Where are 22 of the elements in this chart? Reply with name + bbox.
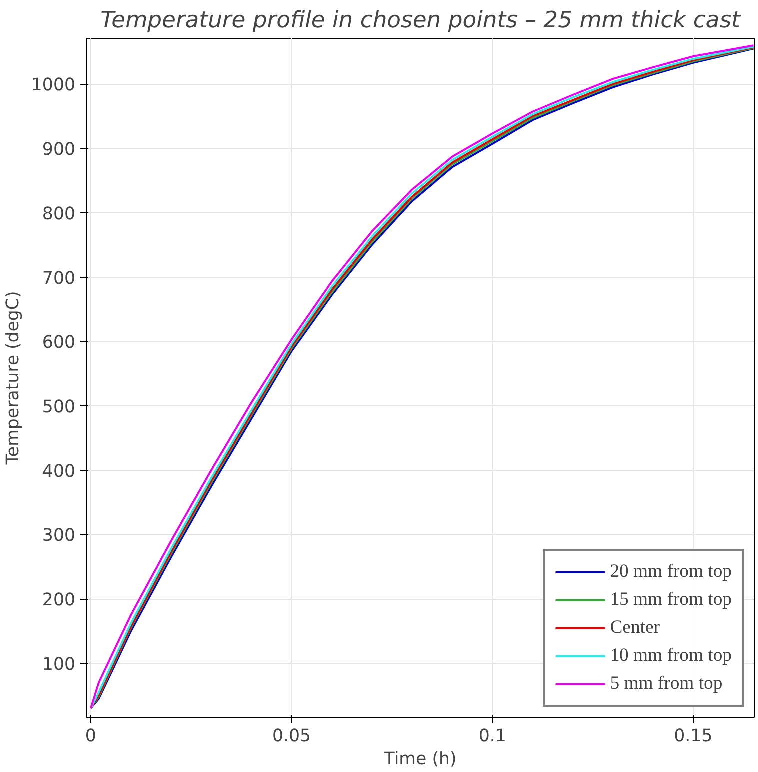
x-tick-label: 0.15	[674, 726, 713, 746]
y-tick-label: 200	[42, 590, 76, 611]
y-tick-label: 900	[42, 140, 76, 160]
x-tick-label: 0	[85, 726, 96, 746]
y-tick-label: 300	[42, 526, 76, 546]
y-tick-label: 1000	[31, 76, 76, 96]
x-tick-label: 0.05	[272, 726, 312, 746]
x-tick-label: 0.1	[478, 726, 506, 746]
legend-label: 15 mm from top	[610, 589, 732, 611]
legend-label: 20 mm from top	[610, 561, 732, 583]
legend-label: 10 mm from top	[610, 645, 732, 667]
y-tick-label: 600	[42, 333, 76, 354]
y-tick-label: 700	[42, 268, 76, 289]
legend-label: Center	[610, 617, 660, 639]
y-tick-label: 400	[42, 462, 76, 482]
y-tick-label: 500	[42, 397, 76, 418]
chart-title: Temperature profile in chosen points – 25 mm thick cast	[100, 8, 742, 34]
y-axis-title: Temperature (degC)	[3, 291, 24, 466]
legend-label: 5 mm from top	[610, 673, 723, 695]
x-axis-title: Time (h)	[383, 750, 457, 770]
y-tick-label: 800	[42, 204, 76, 224]
y-tick-label: 100	[42, 654, 76, 675]
